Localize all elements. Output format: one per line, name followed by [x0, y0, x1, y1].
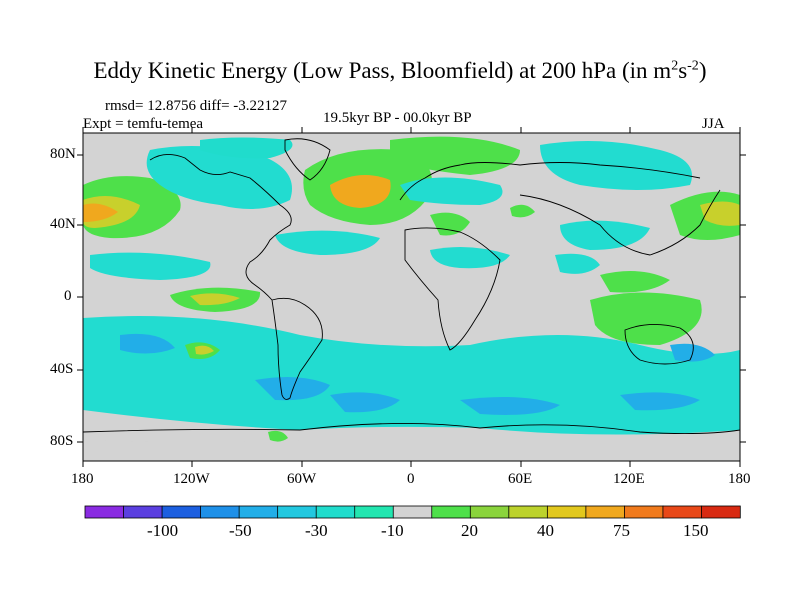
field-sh-blue-5	[620, 392, 700, 411]
field-indonesia-green	[590, 292, 702, 345]
colorbar-swatch	[662, 505, 703, 519]
rmsd-diff-stats: rmsd= 12.8756 diff= -3.22127	[105, 98, 288, 114]
field-sh-gray-lane	[83, 440, 300, 461]
field-greenland-cyan	[200, 137, 293, 159]
colorbar-label-75: 75	[613, 521, 630, 540]
field-epacific-cyan	[90, 252, 211, 280]
field-tibet-cyan	[560, 220, 650, 250]
period-label: 19.5kyr BP - 00.0kyr BP	[323, 110, 472, 126]
field-indo-green2	[600, 271, 670, 293]
colorbar-label-40: 40	[537, 521, 554, 540]
field-sh-blue-4	[460, 396, 560, 415]
field-india-cyan	[555, 253, 600, 274]
lon-label-0: 0	[407, 471, 415, 487]
coast-north-america	[149, 154, 292, 301]
field-sh-blue-1	[120, 333, 175, 354]
coast-antarctica	[82, 423, 741, 435]
axis-ticks	[77, 127, 746, 467]
season-label: JJA	[702, 116, 725, 132]
colorbar	[84, 505, 741, 519]
coast-australia	[624, 324, 694, 365]
lat-label-0: 0	[64, 288, 72, 304]
colorbar-swatch	[315, 505, 356, 519]
field-japan-yellow	[700, 201, 740, 226]
colorbar-label-minus10: -10	[381, 521, 404, 540]
lat-label-80s: 80S	[50, 433, 74, 449]
colorbar-label-150: 150	[683, 521, 709, 540]
colorbar-swatch	[200, 505, 240, 519]
field-npacific-west-peak	[83, 203, 118, 222]
lon-label-180-left: 180	[71, 471, 94, 487]
colorbar-swatch	[469, 505, 510, 519]
colorbar-label-minus100: -100	[147, 521, 179, 540]
colorbar-label-minus50: -50	[229, 521, 252, 540]
field-canada-cyan	[146, 146, 292, 209]
coastlines	[82, 138, 741, 435]
lon-label-60w: 60W	[287, 471, 317, 487]
lat-label-40n: 40N	[50, 216, 76, 232]
colorbar-swatch	[508, 505, 549, 519]
field-europe-cyan	[400, 177, 503, 205]
map-panel	[77, 127, 746, 467]
field-med-green	[430, 212, 470, 236]
colorbar-swatch	[624, 505, 664, 519]
field-africa-cyan	[430, 246, 510, 269]
colorbar-label-minus30: -30	[305, 521, 328, 540]
colorbar-swatch	[84, 505, 125, 519]
colorbar-swatch	[354, 505, 394, 519]
lon-label-60e: 60E	[508, 471, 533, 487]
field-natlantic-core	[330, 175, 391, 208]
colorbar-swatch	[701, 505, 741, 519]
colorbar-swatch	[546, 505, 587, 519]
field-sh-blue-3	[330, 392, 400, 413]
field-atl-cyan	[275, 230, 380, 255]
field-sh-belt	[83, 316, 740, 435]
coast-south-america	[271, 297, 323, 400]
colorbar-swatch	[161, 505, 202, 519]
colorbar-swatch	[238, 505, 279, 519]
colorbar-swatch	[585, 505, 626, 519]
map-title: Eddy Kinetic Energy (Low Pass, Bloomfiel…	[93, 58, 707, 83]
anomaly-fields	[83, 136, 740, 461]
colorbar-swatch	[392, 505, 433, 519]
lon-label-180-right: 180	[728, 471, 751, 487]
field-asia-cyan	[540, 141, 692, 190]
coast-africa	[404, 227, 501, 351]
colorbar-swatch	[431, 505, 471, 519]
colorbar-label-20: 20	[461, 521, 478, 540]
field-epacific-yellow	[190, 293, 240, 306]
colorbar-swatch	[277, 505, 317, 519]
lat-label-80n: 80N	[50, 146, 76, 162]
field-asia-green-small	[510, 204, 535, 218]
coast-asia	[519, 189, 721, 256]
field-spacific-yellow	[195, 345, 214, 355]
coast-greenland	[284, 138, 331, 181]
field-arctic-green	[390, 136, 520, 175]
field-sh-blue-2	[255, 376, 330, 401]
coast-europe	[399, 162, 701, 201]
lon-label-120w: 120W	[173, 471, 210, 487]
field-antarctic-green	[268, 430, 288, 442]
lat-label-40s: 40S	[50, 361, 74, 377]
lon-label-120e: 120E	[613, 471, 645, 487]
colorbar-swatch	[123, 505, 163, 519]
experiment-label: Expt = temfu-temea	[83, 116, 204, 132]
